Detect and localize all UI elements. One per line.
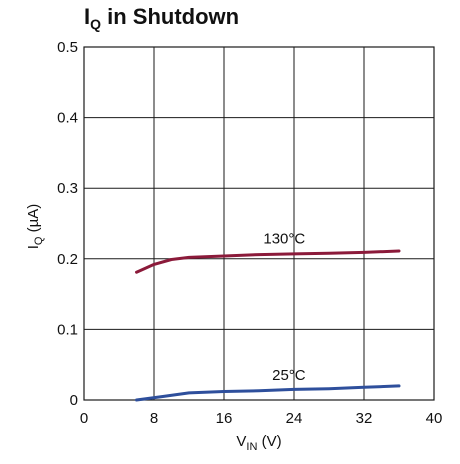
series-line-1 [135, 249, 401, 274]
y-axis-label: IQ (µA) [25, 204, 45, 250]
x-axis-label-subscript: IN [246, 441, 257, 453]
y-tick-label: 0.3 [57, 180, 78, 197]
x-tick-label: 24 [286, 410, 303, 427]
chart-title-rest: in Shutdown [101, 4, 239, 29]
x-tick-label: 40 [426, 410, 443, 427]
y-axis-label-subscript: Q [33, 236, 45, 245]
plot-frame [83, 46, 435, 401]
y-tick-label: 0.1 [57, 321, 78, 338]
chart-title-subscript: Q [90, 16, 101, 32]
x-axis-label-rest: (V) [257, 433, 281, 450]
series-label-1: 130°C [263, 230, 305, 247]
y-axis-label-rest: (µA) [25, 204, 42, 237]
y-tick-labels: 0 0.1 0.2 0.3 0.4 0.5 [57, 39, 78, 409]
x-tick-label: 32 [356, 410, 373, 427]
y-tick-label: 0.2 [57, 251, 78, 268]
y-tick-label: 0.5 [57, 39, 78, 56]
series-group: 130°C 25°C [135, 230, 401, 402]
x-axis-label-main: V [236, 433, 246, 450]
x-axis-label: VIN (V) [236, 433, 281, 453]
series-line-2 [135, 384, 401, 402]
x-tick-label: 8 [150, 410, 158, 427]
x-tick-label: 16 [216, 410, 233, 427]
x-tick-labels: 0 8 16 24 32 40 [80, 410, 443, 427]
y-axis-label-main: I [25, 245, 42, 249]
y-tick-label: 0.4 [57, 110, 78, 127]
chart-title: IQ in Shutdown [84, 4, 239, 32]
y-tick-label: 0 [70, 392, 78, 409]
grid [84, 47, 434, 400]
x-tick-label: 0 [80, 410, 88, 427]
chart-title-main: I [84, 4, 90, 29]
series-label-2: 25°C [272, 367, 306, 384]
